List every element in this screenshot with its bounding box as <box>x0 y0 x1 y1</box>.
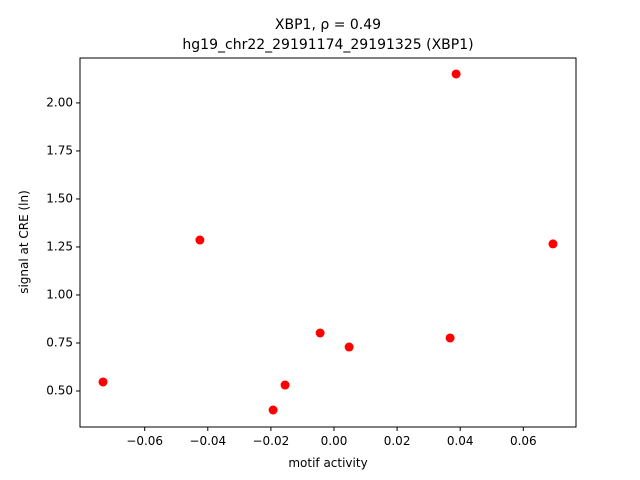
y-axis-label: signal at CRE (ln) <box>17 190 31 294</box>
x-tick-label: −0.06 <box>126 434 163 448</box>
y-tick-label: 0.50 <box>46 383 73 397</box>
y-tick-label: 1.00 <box>46 287 73 301</box>
x-tick-label: 0.02 <box>384 434 411 448</box>
point <box>451 69 461 79</box>
x-tick-label: 0.04 <box>447 434 474 448</box>
x-axis-label: motif activity <box>288 456 367 470</box>
point <box>548 239 558 249</box>
x-tick-label: −0.02 <box>252 434 289 448</box>
x-tick-label: 0.06 <box>510 434 537 448</box>
point <box>268 405 278 415</box>
y-tick-label: 1.75 <box>46 143 73 157</box>
chart-title: XBP1, ρ = 0.49 <box>275 17 381 33</box>
y-tick-label: 2.00 <box>46 95 73 109</box>
point <box>280 380 290 390</box>
y-tick-label: 1.25 <box>46 239 73 253</box>
point <box>344 342 354 352</box>
y-tick-label: 0.75 <box>46 335 73 349</box>
x-tick-label: −0.04 <box>189 434 226 448</box>
y-tick-label: 1.50 <box>46 191 73 205</box>
point <box>98 377 108 387</box>
x-tick-label: 0.00 <box>321 434 348 448</box>
point <box>195 235 205 245</box>
point <box>445 333 455 343</box>
chart-subtitle: hg19_chr22_29191174_29191325 (XBP1) <box>182 37 473 53</box>
plot-frame <box>79 57 577 428</box>
point <box>315 328 325 338</box>
